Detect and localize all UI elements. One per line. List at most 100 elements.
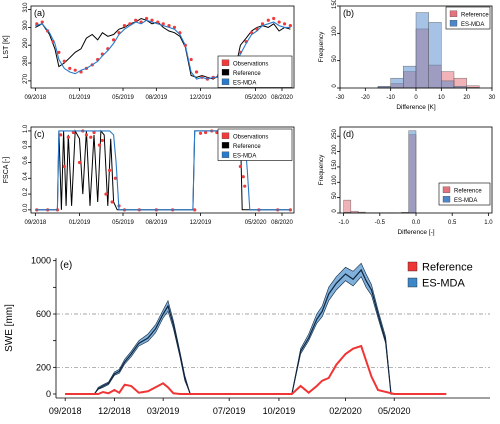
reference-line-series xyxy=(65,344,447,395)
y-tick-label: 200 xyxy=(332,144,338,155)
panel-a: 09/2018 01/2019 05/2019 08/2019 12/2019 05/20… xyxy=(3,2,294,101)
legend-swatch xyxy=(221,59,230,66)
y-tick-label: 0.6 xyxy=(23,156,29,165)
y-tick-label: 250 xyxy=(332,129,338,140)
x-tick-label: 01/2019 xyxy=(69,95,91,101)
data-point xyxy=(77,160,82,165)
x-tick-label: -10 xyxy=(386,95,395,101)
data-point xyxy=(100,138,104,143)
x-tick-label: -20 xyxy=(361,95,370,101)
legend-label: Reference xyxy=(422,262,473,274)
hist-bar xyxy=(441,80,455,89)
legend-c: Observations Reference ES-MDA xyxy=(217,128,293,161)
legend-swatch xyxy=(449,20,458,27)
x-tick-label: 12/2019 xyxy=(190,220,212,226)
data-point xyxy=(260,22,265,26)
data-point xyxy=(62,59,66,63)
x-tick-label: 10 xyxy=(438,95,445,101)
x-axis-label: Difference [-] xyxy=(397,229,434,236)
data-point xyxy=(277,20,281,24)
y-tick-label: 50 xyxy=(332,192,338,199)
data-point xyxy=(40,20,44,24)
legend-b: Reference ES-MDA xyxy=(445,6,491,30)
x-tick-label: -0.5 xyxy=(375,220,386,226)
es-mda-band xyxy=(65,262,447,395)
legend-label: Reference xyxy=(233,144,261,150)
data-point xyxy=(150,18,154,22)
x-tick-label: 12/2018 xyxy=(98,406,131,416)
y-tick-label: 100 xyxy=(332,26,338,37)
y-tick-label: 310 xyxy=(23,2,29,13)
data-point xyxy=(167,24,171,28)
panel-b: -30 -20 -10 0 10 20 30 0 50 100 150 (b) Frequency Dif… xyxy=(318,0,496,111)
x-tick-label: 09/2018 xyxy=(49,406,82,416)
data-point xyxy=(282,22,287,26)
x-tick-label: 03/2019 xyxy=(147,406,180,416)
legend-box xyxy=(438,182,491,206)
y-tick-label: 290 xyxy=(23,38,29,49)
x-tick-label: 08/2019 xyxy=(145,95,167,101)
data-point xyxy=(68,66,72,70)
y-axis-label: FSCA [-] xyxy=(3,157,10,184)
legend-swatch xyxy=(221,151,230,158)
x-tick-label: 08/2020 xyxy=(271,95,293,101)
y-tick-label: 150 xyxy=(332,0,338,9)
legend-swatch xyxy=(221,132,230,139)
legend-box xyxy=(217,55,293,88)
plot-frame xyxy=(30,126,295,214)
data-point xyxy=(57,50,61,54)
legend-label: ES-MDA xyxy=(233,80,256,86)
x-tick-label: 10/2019 xyxy=(263,406,296,416)
x-tick-label: 1.0 xyxy=(484,220,493,226)
y-tick-label: 0.0 xyxy=(23,203,29,212)
y-axis-label: LST [K] xyxy=(3,35,10,58)
data-point xyxy=(92,130,96,135)
y-tick-label: 280 xyxy=(23,55,29,66)
data-point xyxy=(73,68,77,72)
y-tick-label: 0.8 xyxy=(23,140,29,149)
panel-label: (b) xyxy=(343,8,354,18)
y-tick-label: 600 xyxy=(36,309,51,319)
data-point xyxy=(84,133,89,137)
data-point xyxy=(111,38,116,42)
panel-label: (c) xyxy=(34,129,45,139)
data-point xyxy=(194,70,199,74)
legend-label: Reference xyxy=(461,12,489,18)
x-tick-label: 0.5 xyxy=(448,220,457,226)
legend-swatch xyxy=(407,277,418,288)
x-tick-label: 08/2020 xyxy=(271,220,293,226)
y-tick-label: 150 xyxy=(332,159,338,170)
data-point xyxy=(66,135,70,139)
data-point xyxy=(97,143,102,147)
data-point xyxy=(189,57,193,62)
y-axis-label: Frequency xyxy=(318,31,325,62)
panel-label: (e) xyxy=(60,260,72,271)
data-point xyxy=(215,130,219,135)
y-tick-label: 0 xyxy=(46,389,51,399)
x-tick-label: 08/2019 xyxy=(145,220,167,226)
data-point xyxy=(266,18,270,22)
x-tick-label: 01/2019 xyxy=(69,220,91,226)
es-mda-line xyxy=(65,268,447,395)
panel-d: -1.0 -0.5 0.0 0.5 1.0 0 50 100 150 200 250 (d) Frequ… xyxy=(318,129,493,236)
panel-e: 09/2018 12/2018 03/2019 07/2019 10/2019 02/20… xyxy=(4,256,490,416)
data-point xyxy=(198,131,203,135)
data-point xyxy=(134,18,138,22)
plot-frame xyxy=(30,5,295,89)
data-point xyxy=(62,164,66,169)
x-tick-label: -30 xyxy=(336,95,345,101)
x-tick-label: 07/2019 xyxy=(213,406,246,416)
series-line-reference xyxy=(35,17,291,80)
legend-label: ES-MDA xyxy=(233,153,256,159)
data-point xyxy=(122,24,127,28)
data-point xyxy=(241,175,245,179)
hist-bar xyxy=(390,77,404,89)
hist-bar xyxy=(408,130,417,214)
x-tick-label: 09/2018 xyxy=(24,220,46,226)
y-tick-label: 0.4 xyxy=(23,171,29,180)
legend-swatch xyxy=(442,186,451,193)
panel-label: (d) xyxy=(343,129,354,139)
y-tick-label: 0.2 xyxy=(23,187,29,196)
x-tick-label: 12/2019 xyxy=(190,95,212,101)
